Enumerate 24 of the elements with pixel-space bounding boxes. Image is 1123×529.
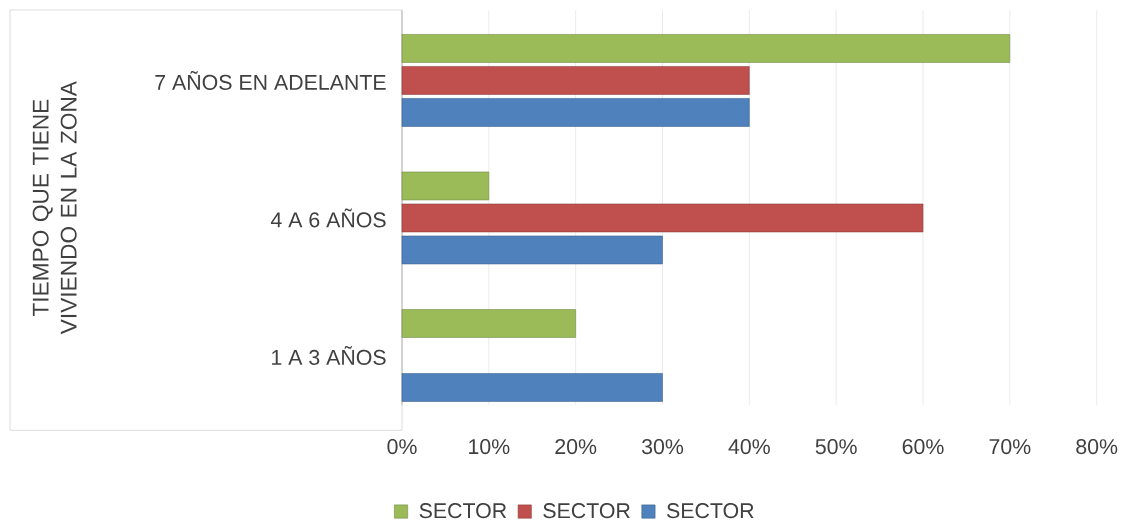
y-tick-label: 1 A 3 AÑOS (272, 346, 386, 365)
x-tick-label: 70% (989, 439, 1031, 455)
x-tick-label: 40% (728, 439, 770, 455)
x-tick-label: 50% (815, 439, 857, 455)
x-tick-label: 30% (641, 439, 684, 455)
bar (401, 98, 750, 127)
bar (401, 34, 1011, 63)
bar (401, 235, 663, 265)
bar (401, 203, 924, 233)
x-tick-label: 60% (902, 439, 944, 455)
x-tick-label: 0% (387, 439, 417, 455)
x-tick-label: 80% (1076, 439, 1118, 455)
legend-label: SECTOR (419, 503, 507, 519)
y-tick-label: 7 AÑOS EN ADELANTE (155, 71, 386, 90)
bar (401, 309, 576, 338)
bar (401, 66, 750, 95)
x-tick-label: 10% (469, 439, 510, 455)
y-axis-title: TIEMPO QUE TIENE VIVIENDO EN LA ZONA (32, 81, 77, 335)
x-tick-label: 20% (555, 439, 597, 455)
bar (401, 373, 663, 402)
legend-label: SECTOR (543, 503, 630, 519)
legend-label: SECTOR (667, 503, 754, 519)
bar (401, 171, 490, 201)
y-tick-label: 4 A 6 AÑOS (270, 208, 386, 228)
